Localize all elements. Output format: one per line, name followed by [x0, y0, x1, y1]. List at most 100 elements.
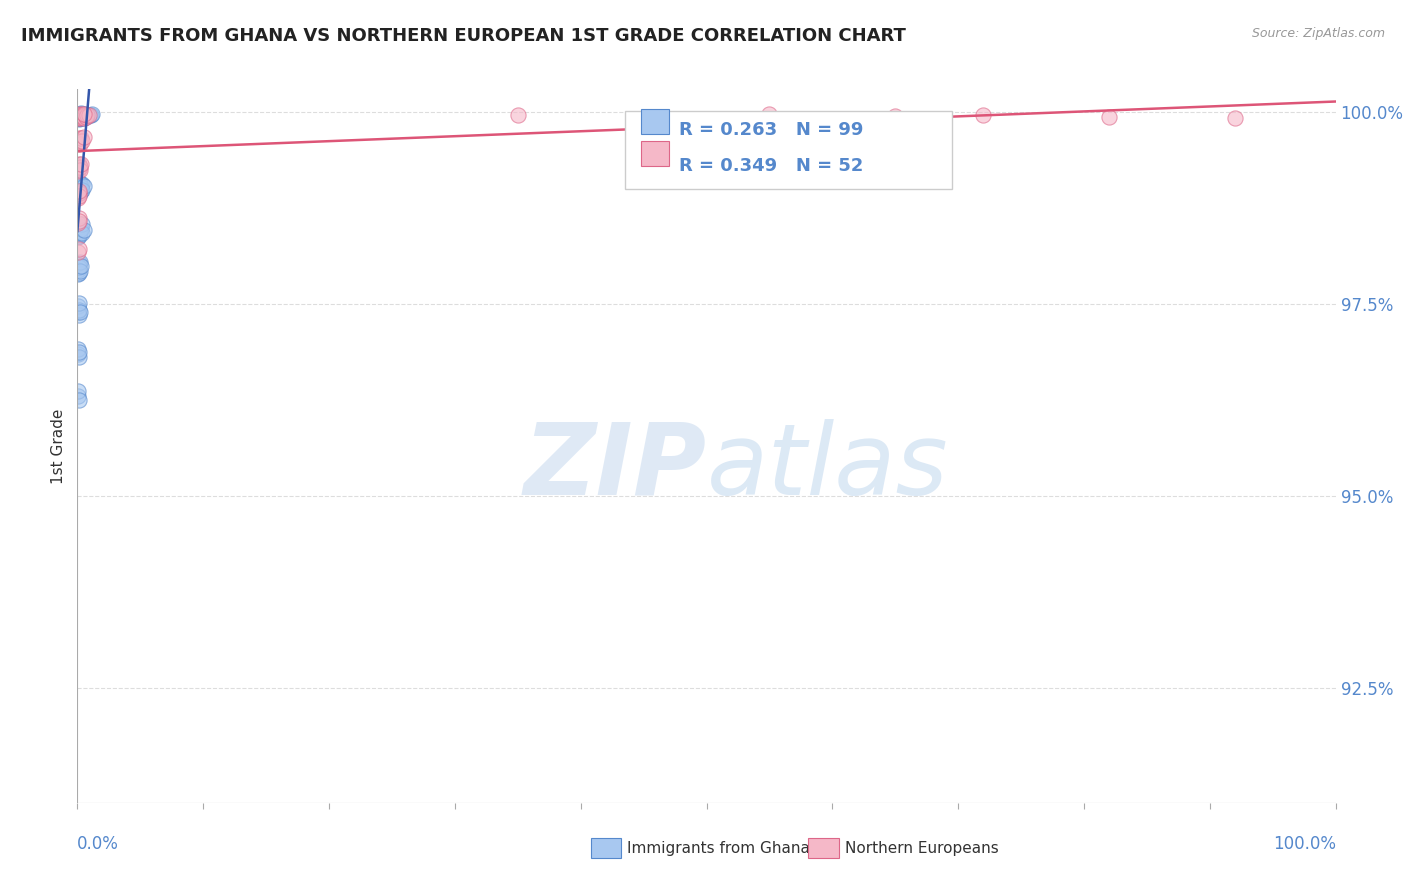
Point	[69, 177, 91, 191]
Point	[69, 110, 91, 124]
Point	[70, 178, 93, 192]
Point	[75, 110, 97, 124]
Point	[67, 267, 90, 281]
Point	[67, 258, 90, 272]
Point	[77, 107, 100, 121]
Point	[70, 222, 93, 236]
Point	[67, 174, 90, 188]
Point	[67, 242, 90, 256]
Point	[67, 244, 90, 259]
Point	[75, 107, 97, 121]
Point	[67, 163, 90, 178]
Point	[70, 217, 93, 231]
Point	[73, 109, 96, 123]
Text: Source: ZipAtlas.com: Source: ZipAtlas.com	[1251, 27, 1385, 40]
Point	[72, 227, 94, 241]
Point	[66, 262, 89, 277]
Point	[67, 389, 90, 403]
Point	[67, 226, 90, 240]
Point	[884, 109, 907, 123]
Point	[67, 180, 90, 194]
Point	[70, 107, 93, 121]
Point	[72, 107, 94, 121]
Point	[67, 308, 90, 322]
Point	[66, 134, 89, 148]
Point	[67, 107, 90, 121]
Text: Immigrants from Ghana: Immigrants from Ghana	[627, 841, 810, 855]
Point	[69, 109, 91, 123]
Point	[67, 161, 90, 176]
Point	[69, 176, 91, 190]
Point	[66, 108, 89, 122]
Point	[77, 107, 100, 121]
Point	[67, 108, 90, 122]
Point	[69, 264, 91, 278]
Point	[70, 157, 93, 171]
Point	[70, 131, 93, 145]
Point	[67, 186, 90, 200]
Point	[69, 107, 91, 121]
Point	[67, 178, 90, 193]
Point	[67, 111, 90, 125]
Point	[70, 110, 93, 124]
Point	[67, 217, 90, 231]
Point	[67, 130, 90, 145]
Point	[67, 299, 90, 313]
Point	[67, 156, 90, 170]
Bar	[641, 109, 669, 134]
Point	[69, 226, 91, 240]
Point	[67, 107, 90, 121]
Point	[67, 186, 90, 200]
Point	[67, 107, 90, 121]
Point	[67, 184, 90, 198]
Point	[67, 303, 90, 318]
Point	[72, 110, 94, 124]
Point	[69, 112, 91, 126]
Point	[69, 108, 91, 122]
Point	[72, 111, 94, 125]
Point	[67, 347, 90, 361]
Point	[69, 186, 91, 200]
Point	[69, 304, 91, 318]
Point	[76, 108, 98, 122]
Point	[67, 184, 90, 198]
Point	[67, 135, 90, 149]
Point	[67, 111, 90, 125]
Point	[972, 107, 994, 121]
Point	[75, 110, 97, 124]
Point	[67, 228, 90, 243]
Point	[67, 350, 90, 364]
Point	[67, 266, 90, 280]
Point	[67, 186, 90, 200]
Point	[67, 180, 90, 194]
Point	[67, 161, 90, 175]
Point	[67, 112, 90, 126]
Text: Northern Europeans: Northern Europeans	[845, 841, 998, 855]
Point	[70, 108, 93, 122]
Point	[66, 304, 89, 318]
Point	[72, 107, 94, 121]
Point	[66, 182, 89, 196]
Point	[70, 107, 93, 121]
Point	[72, 109, 94, 123]
Point	[69, 136, 91, 151]
Point	[67, 296, 90, 310]
Text: IMMIGRANTS FROM GHANA VS NORTHERN EUROPEAN 1ST GRADE CORRELATION CHART: IMMIGRANTS FROM GHANA VS NORTHERN EUROPE…	[21, 27, 905, 45]
Bar	[641, 141, 669, 166]
Point	[67, 188, 90, 202]
Point	[67, 223, 90, 237]
Text: R = 0.349   N = 52: R = 0.349 N = 52	[679, 157, 863, 175]
Point	[67, 110, 90, 124]
Point	[67, 111, 90, 125]
Point	[67, 211, 90, 226]
Point	[69, 110, 91, 124]
Point	[69, 219, 91, 234]
Point	[67, 262, 90, 277]
Point	[70, 106, 93, 120]
Point	[69, 160, 91, 174]
Point	[1223, 111, 1246, 125]
Point	[72, 111, 94, 125]
Point	[69, 109, 91, 123]
Point	[69, 111, 91, 125]
Text: ZIP: ZIP	[523, 419, 707, 516]
